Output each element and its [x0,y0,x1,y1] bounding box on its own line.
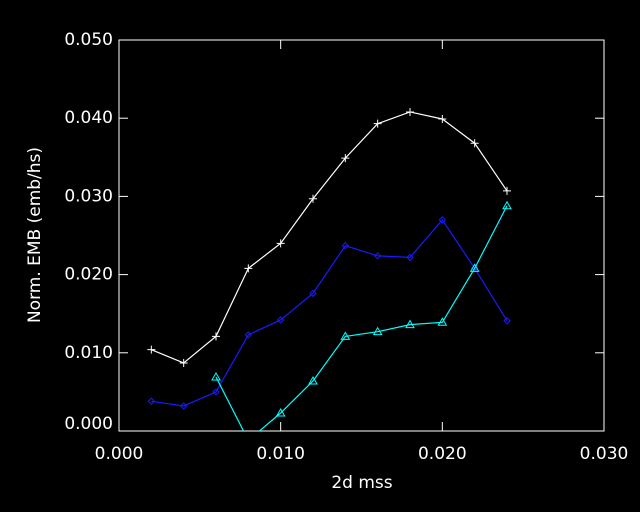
marker [503,186,511,195]
marker [405,319,415,329]
marker [372,326,383,336]
x-tick-label: 0.020 [418,444,467,464]
marker [406,253,414,262]
marker [341,241,350,250]
x-tick-label: 0.010 [256,444,305,464]
marker [309,194,317,203]
marker [275,408,286,417]
y-tick-label: 0.010 [64,343,113,363]
marker [502,200,512,210]
marker [373,119,382,128]
y-tick-label: 0.040 [64,108,113,128]
y-axis-label: Norm. EMB (emb/hs) [25,147,45,323]
marker [308,375,318,385]
marker [437,317,448,326]
y-tick-label: 0.050 [64,30,113,50]
marker [244,436,252,443]
marker [503,317,511,325]
marker [373,252,382,260]
marker [309,289,317,298]
marker [406,107,414,116]
y-tick-label: 0.020 [64,265,113,285]
marker [469,263,480,272]
series-line [151,111,508,364]
marker [212,332,220,341]
series-line [151,218,508,407]
x-tick-label: 0.000 [95,444,144,464]
x-tick-label: 0.030 [580,444,629,464]
marker [179,402,188,410]
marker [438,216,447,224]
marker [244,331,253,339]
marker [147,345,156,354]
marker [147,397,156,405]
marker [211,372,221,381]
y-tick-label: 0.000 [64,414,113,434]
marker [438,114,447,123]
marker [276,316,285,324]
series-line [215,205,508,431]
marker [470,139,479,148]
marker [212,388,220,396]
plot-frame [118,39,605,432]
marker [179,358,188,367]
marker [341,154,350,163]
y-tick-label: 0.030 [64,186,113,206]
plot-area [147,107,512,443]
marker [244,264,253,273]
x-axis-label: 2d mss [331,473,392,493]
marker [340,331,351,340]
marker [276,239,285,248]
